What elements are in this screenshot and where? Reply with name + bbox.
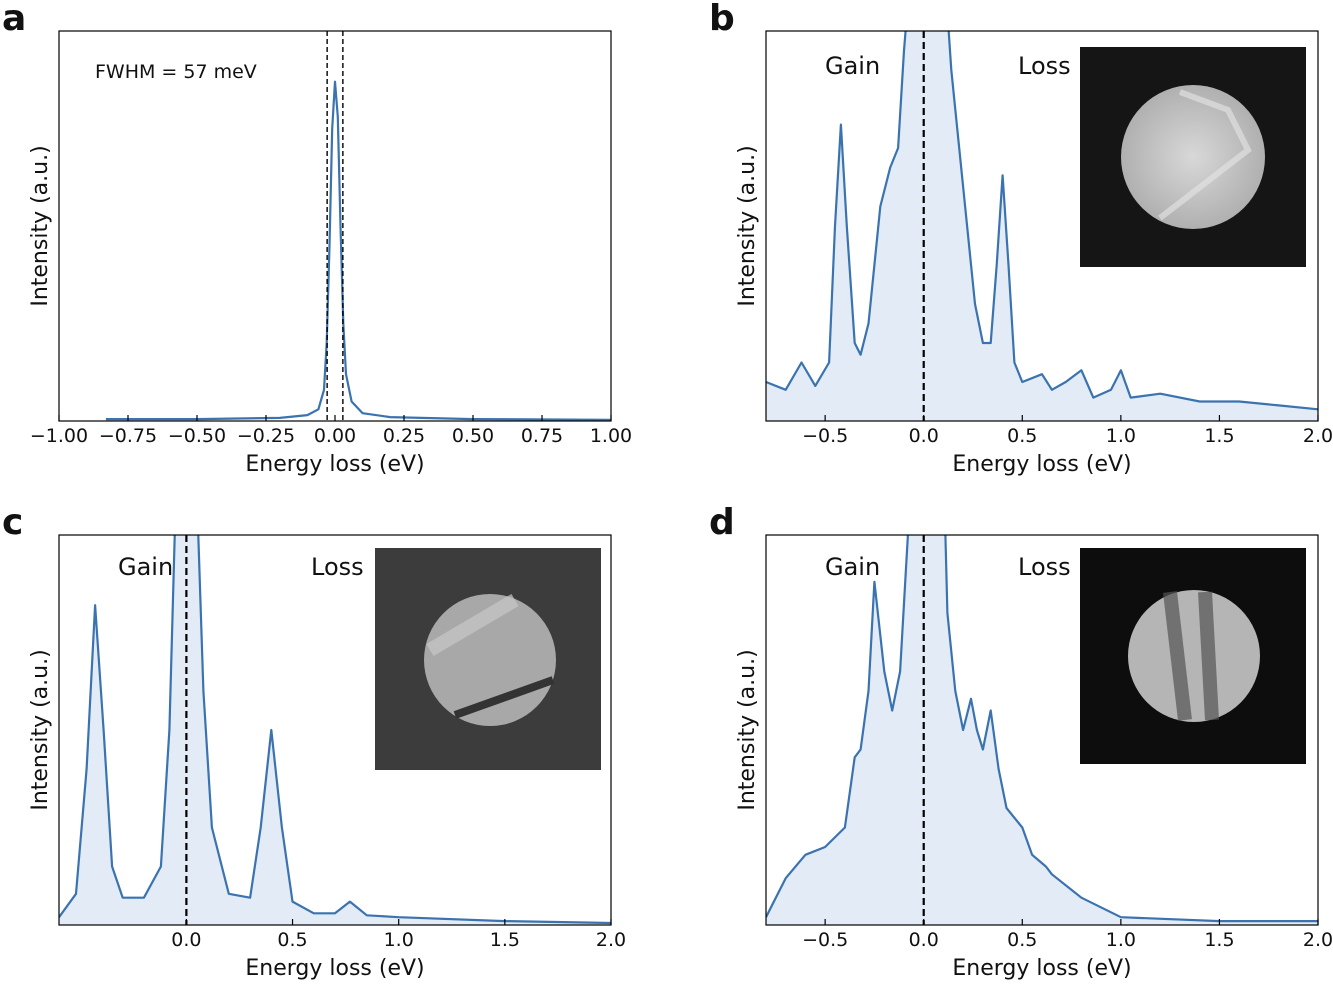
- x-tick-label: −0.75: [99, 425, 157, 447]
- area: [766, 31, 1318, 421]
- plot: [766, 31, 1318, 421]
- plot: [105, 80, 611, 421]
- x-tick-label: 0.0: [909, 425, 939, 447]
- x-tick-label: 0.00: [314, 425, 356, 447]
- y-axis-label: Intensity (a.u.): [28, 145, 53, 306]
- x-tick-label: 1.5: [1204, 425, 1234, 447]
- area: [59, 535, 611, 925]
- panel-label: b: [709, 0, 735, 39]
- x-tick-label: −0.50: [168, 425, 226, 447]
- panel-label: a: [2, 0, 26, 39]
- plot-frame: [765, 30, 1319, 422]
- x-tick-label: 0.25: [383, 425, 425, 447]
- x-tick-label: 1.0: [1106, 929, 1136, 951]
- x-tick-label: 1.5: [490, 929, 520, 951]
- inset-image: [375, 548, 601, 770]
- x-tick-label: 0.50: [452, 425, 494, 447]
- x-tick-label: −1.00: [30, 425, 88, 447]
- x-tick-label: 0.5: [277, 929, 307, 951]
- x-tick-label: 0.0: [171, 929, 201, 951]
- x-axis-label: Energy loss (eV): [245, 452, 424, 477]
- annotation: Gain: [825, 553, 880, 581]
- annotation: Loss: [311, 553, 364, 581]
- x-tick-label: 2.0: [1303, 929, 1333, 951]
- x-tick-label: 1.0: [384, 929, 414, 951]
- plot-frame: [765, 534, 1319, 926]
- x-tick-label: 0.75: [521, 425, 563, 447]
- x-tick-label: 1.0: [1106, 425, 1136, 447]
- x-axis-label: Energy loss (eV): [952, 452, 1131, 477]
- y-axis-label: Intensity (a.u.): [735, 145, 760, 306]
- x-tick-label: −0.5: [802, 929, 848, 951]
- x-tick-label: −0.25: [237, 425, 295, 447]
- x-tick-label: −0.5: [802, 425, 848, 447]
- x-tick-label: 0.5: [1007, 929, 1037, 951]
- x-tick-label: 2.0: [1303, 425, 1333, 447]
- inset-image: [1080, 47, 1306, 267]
- annotation: Gain: [118, 553, 173, 581]
- annotation: Loss: [1018, 52, 1071, 80]
- x-tick-label: 0.5: [1007, 425, 1037, 447]
- panel-label: c: [2, 502, 23, 543]
- inset-image: [1080, 548, 1306, 764]
- x-tick-label: 1.5: [1204, 929, 1234, 951]
- annotation: Loss: [1018, 553, 1071, 581]
- annotation: Gain: [825, 52, 880, 80]
- x-tick-label: 1.00: [590, 425, 632, 447]
- line: [766, 535, 1318, 923]
- area: [766, 535, 1318, 925]
- plot: [766, 535, 1318, 925]
- line: [59, 535, 611, 925]
- y-axis-label: Intensity (a.u.): [28, 649, 53, 810]
- line: [766, 31, 1318, 411]
- x-axis-label: Energy loss (eV): [245, 956, 424, 981]
- annotation: FWHM = 57 meV: [95, 61, 257, 83]
- line: [105, 80, 611, 421]
- y-axis-label: Intensity (a.u.): [735, 649, 760, 810]
- panel-label: d: [709, 502, 735, 543]
- x-axis-label: Energy loss (eV): [952, 956, 1131, 981]
- plot: [59, 535, 611, 925]
- x-tick-label: 2.0: [596, 929, 626, 951]
- plot-frame: [58, 534, 612, 926]
- x-tick-label: 0.0: [909, 929, 939, 951]
